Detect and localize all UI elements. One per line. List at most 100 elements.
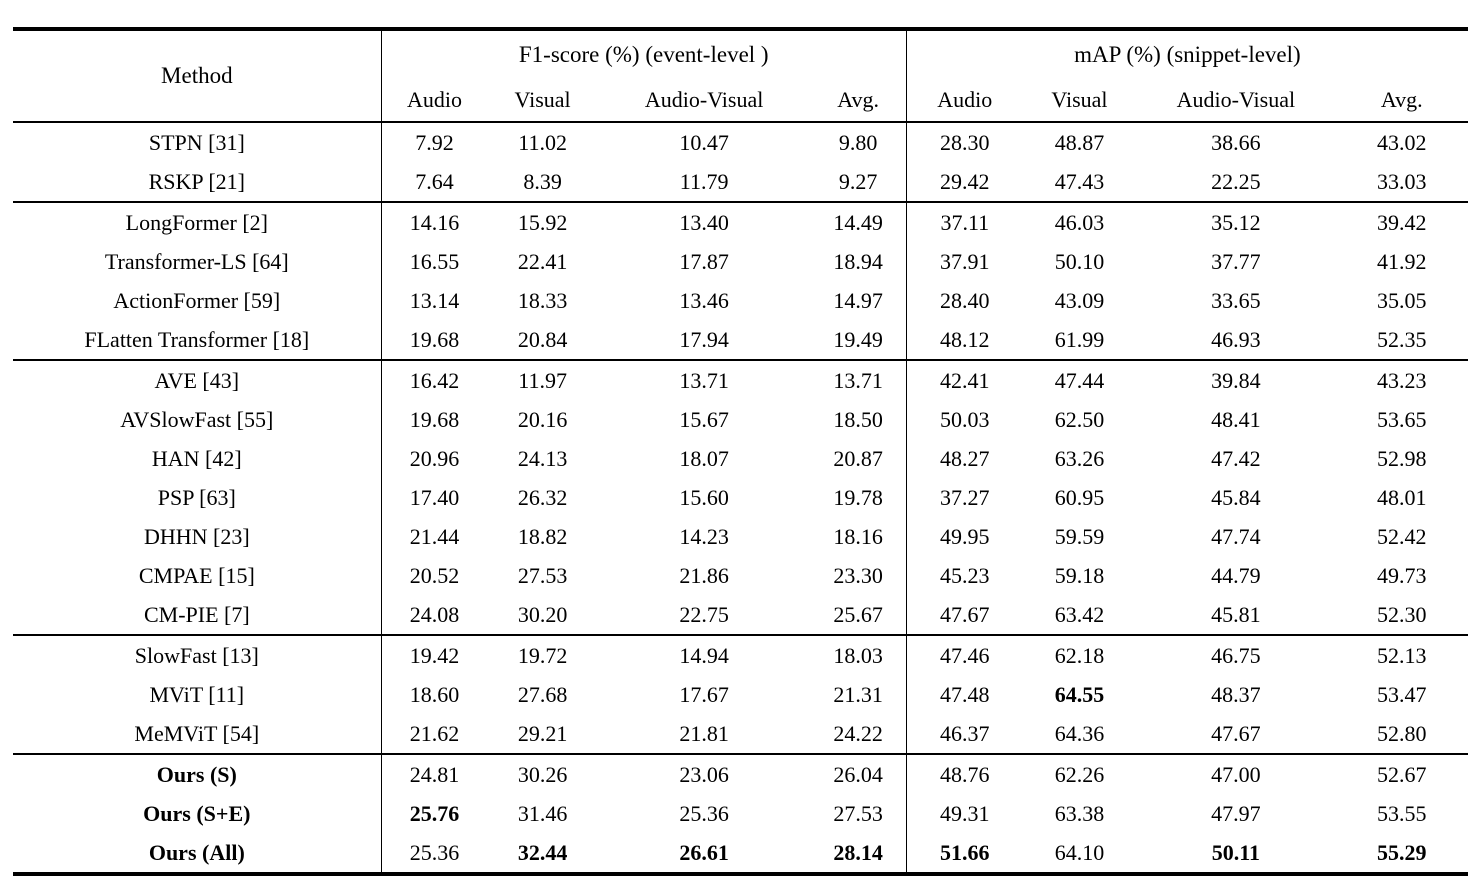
value-cell: 24.13	[517, 445, 568, 471]
col-header-map-avg: Avg.	[1335, 78, 1468, 123]
method-cell: CM-PIE [7]	[13, 595, 382, 636]
value-cell: 25.36	[679, 800, 729, 826]
value-cell: 14.49	[810, 202, 907, 242]
value-cell: 7.64	[381, 162, 488, 203]
value-cell: 62.26	[1054, 761, 1105, 787]
value-cell: 18.50	[810, 400, 907, 439]
value-cell: 37.27	[940, 484, 990, 510]
value-cell: 39.42	[1377, 209, 1427, 235]
value-cell: 22.75	[597, 595, 811, 636]
value-cell: 19.68	[409, 406, 460, 432]
value-cell: 14.23	[679, 523, 729, 549]
value-cell: 21.31	[810, 675, 907, 714]
table-row: FLatten Transformer [18] 19.68 20.84 17.94 1…	[13, 320, 1468, 361]
value-cell: 13.14	[409, 287, 460, 313]
table-row: DHHN [23] 21.44 18.82 14.23 18.16 49.95 59.59 4…	[13, 517, 1468, 556]
value-cell: 20.96	[409, 445, 460, 471]
value-cell: 52.67	[1377, 761, 1427, 787]
value-cell: 64.10	[1054, 839, 1105, 865]
value-cell: 22.25	[1136, 162, 1336, 203]
value-cell: 21.62	[381, 714, 488, 755]
method-cell: MViT [11]	[13, 675, 382, 714]
col-group-f1-score: F1-score (%) (event-level )	[381, 29, 907, 78]
value-cell: 53.55	[1377, 800, 1427, 826]
value-cell: 63.42	[1022, 595, 1137, 636]
value-cell: 47.46	[940, 642, 990, 668]
method-cell: SlowFast [13]	[13, 635, 382, 675]
value-cell: 45.84	[1211, 484, 1261, 510]
value-cell: 38.66	[1211, 129, 1261, 155]
value-cell: 63.26	[1054, 445, 1105, 471]
method-cell: LongFormer [2]	[13, 202, 382, 242]
value-cell: 45.81	[1136, 595, 1336, 636]
value-cell: 52.13	[1377, 642, 1427, 668]
value-cell: 13.71	[679, 367, 729, 393]
value-cell: 29.21	[487, 714, 598, 755]
value-cell: 17.67	[679, 681, 729, 707]
value-cell: 26.32	[517, 484, 568, 510]
value-cell: 16.42	[409, 367, 460, 393]
value-cell: 46.93	[1136, 320, 1336, 361]
value-cell: 37.77	[1211, 248, 1261, 274]
value-cell: 29.42	[906, 162, 1023, 203]
value-cell: 9.27	[810, 162, 907, 203]
table-row: SlowFast [13] 19.42 19.72 14.94 18.03 47.46 62…	[13, 635, 1468, 675]
table-row: STPN [31] 7.92 11.02 10.47 9.80 28.30 48.87 38.…	[13, 122, 1468, 162]
value-cell: 23.30	[810, 556, 907, 595]
value-cell: 14.94	[679, 642, 729, 668]
value-cell: 35.12	[1211, 209, 1261, 235]
method-cell: DHHN [23]	[13, 517, 382, 556]
method-cell: Ours (All)	[13, 833, 382, 874]
table-row: LongFormer [2] 14.16 15.92 13.40 14.49 37.11 4…	[13, 202, 1468, 242]
method-cell: AVE [43]	[13, 360, 382, 400]
value-cell: 49.95	[940, 523, 990, 549]
value-cell: 17.94	[597, 320, 811, 361]
value-cell: 44.79	[1211, 562, 1261, 588]
value-cell: 15.60	[679, 484, 729, 510]
value-cell: 37.91	[940, 248, 990, 274]
col-header-method: Method	[13, 29, 382, 123]
col-header-map-audio-visual: Audio-Visual	[1136, 78, 1336, 123]
value-cell: 51.66	[940, 839, 990, 865]
value-cell: 47.97	[1211, 800, 1261, 826]
value-cell: 8.39	[487, 162, 598, 203]
method-cell: CMPAE [15]	[13, 556, 382, 595]
method-cell: PSP [63]	[13, 478, 382, 517]
value-cell: 61.99	[1022, 320, 1137, 361]
col-header-f1-avg: Avg.	[810, 78, 907, 123]
value-cell: 19.78	[810, 478, 907, 517]
table-row: CM-PIE [7] 24.08 30.20 22.75 25.67 47.67 63.42…	[13, 595, 1468, 636]
value-cell: 18.82	[517, 523, 568, 549]
value-cell: 52.98	[1377, 445, 1427, 471]
table-row: AVE [43] 16.42 11.97 13.71 13.71 42.41 47.44 39…	[13, 360, 1468, 400]
value-cell: 47.00	[1211, 761, 1261, 787]
value-cell: 28.14	[810, 833, 907, 874]
value-cell: 21.86	[679, 562, 729, 588]
value-cell: 25.36	[409, 839, 460, 865]
value-cell: 30.26	[517, 761, 568, 787]
value-cell: 47.48	[940, 681, 990, 707]
table-row: Ours (S) 24.81 30.26 23.06 26.04 48.76 62.26 47…	[13, 754, 1468, 794]
value-cell: 47.44	[1054, 367, 1105, 393]
value-cell: 53.47	[1377, 681, 1427, 707]
value-cell: 48.37	[1211, 681, 1261, 707]
value-cell: 59.18	[1054, 562, 1105, 588]
header-group-row: Method F1-score (%) (event-level ) mAP (…	[13, 29, 1468, 123]
value-cell: 18.33	[517, 287, 568, 313]
value-cell: 46.03	[1054, 209, 1105, 235]
value-cell: 46.75	[1211, 642, 1261, 668]
table-row: MeMViT [54] 21.62 29.21 21.81 24.22 46.37 64.3…	[13, 714, 1468, 755]
value-cell: 39.84	[1211, 367, 1261, 393]
value-cell: 25.76	[409, 800, 460, 826]
value-cell: 48.12	[906, 320, 1023, 361]
value-cell: 24.22	[810, 714, 907, 755]
table-row: HAN [42] 20.96 24.13 18.07 20.87 48.27 63.26 47…	[13, 439, 1468, 478]
table-row: Transformer-LS [64] 16.55 22.41 17.87 18.94 3…	[13, 242, 1468, 281]
value-cell: 20.52	[409, 562, 460, 588]
col-header-map-audio: Audio	[906, 78, 1023, 123]
value-cell: 64.36	[1022, 714, 1137, 755]
value-cell: 42.41	[940, 367, 990, 393]
col-header-f1-audio: Audio	[381, 78, 488, 123]
value-cell: 24.81	[409, 761, 460, 787]
value-cell: 64.55	[1054, 681, 1105, 707]
